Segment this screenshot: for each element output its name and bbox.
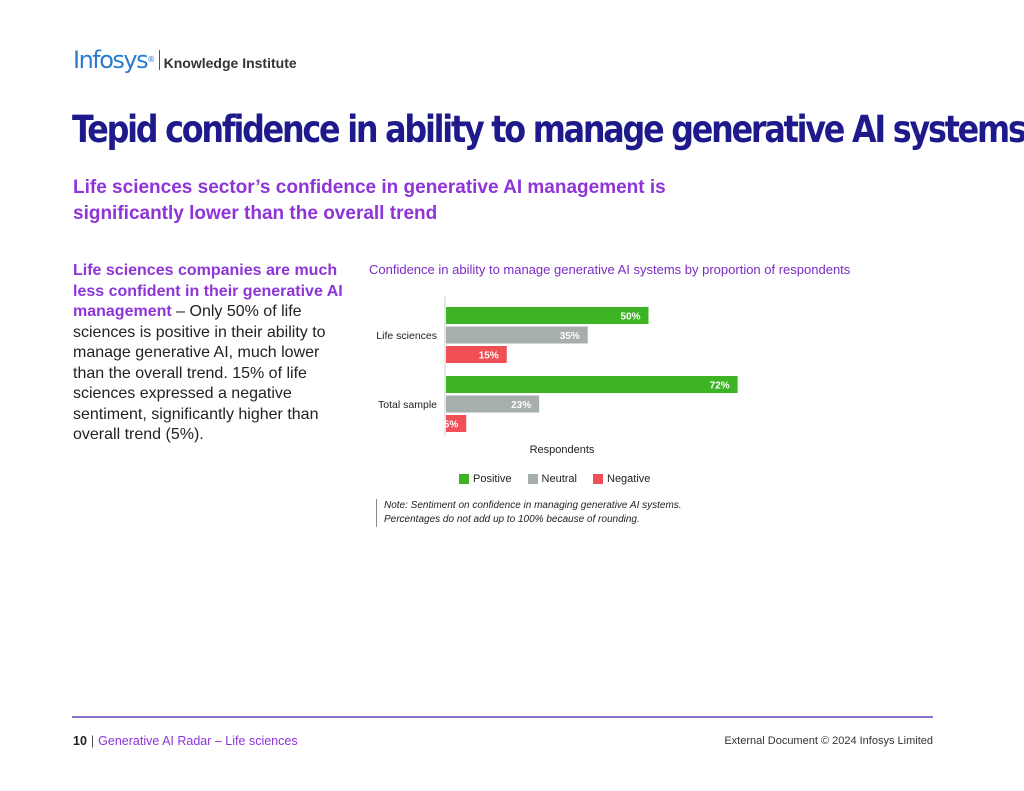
page-number: 10	[73, 734, 87, 748]
legend-swatch-negative	[593, 474, 603, 484]
legend-item-negative: Negative	[593, 473, 650, 485]
bar-negative-total-sample	[446, 415, 467, 432]
bar-neutral-total-sample	[446, 395, 540, 413]
body-paragraph: Life sciences companies are much less co…	[73, 261, 348, 446]
body-text: – Only 50% of life sciences is positive …	[73, 303, 326, 443]
note-line-1: Note: Sentiment on confidence in managin…	[384, 500, 682, 511]
registered-mark: ®	[147, 55, 155, 64]
legend-swatch-neutral	[527, 474, 538, 484]
chart-legend: Positive Neutral Negative	[459, 473, 666, 485]
page-title: Tepid confidence in ability to manage ge…	[72, 108, 1024, 151]
infosys-logo: Infosys® Knowledge Institute	[73, 48, 297, 72]
footer-copyright: External Document © 2024 Infosys Limited	[724, 735, 933, 747]
legend-item-positive: Positive	[459, 473, 512, 485]
bar-chart: Life sciences 50% 35% 15% Total sample 72% 23%…	[376, 296, 738, 456]
bar-neutral-life-sciences	[446, 326, 588, 344]
x-axis-label: Respondents	[530, 444, 595, 456]
note-line-2: Percentages do not add up to 100% becaus…	[384, 514, 640, 525]
data-label: 50%	[620, 312, 640, 323]
bar-positive-life-sciences	[446, 307, 649, 324]
body-lead: Life sciences companies are much less co…	[73, 262, 343, 320]
category-label: Life sciences	[376, 330, 437, 342]
footer-separator: |	[90, 734, 95, 748]
logo-brand: Infosys®	[73, 46, 155, 74]
data-label: 35%	[560, 331, 580, 342]
legend-label-neutral: Neutral	[541, 473, 577, 485]
footer-left: 10 | Generative AI Radar – Life sciences	[73, 734, 298, 748]
legend-item-neutral: Neutral	[527, 473, 577, 485]
data-label: 5%	[444, 420, 459, 431]
bar-positive-total-sample	[446, 376, 738, 393]
page-subtitle: Life sciences sector’s confidence in gen…	[73, 177, 666, 224]
data-label: 15%	[479, 351, 499, 362]
chart-title: Confidence in ability to manage generati…	[369, 262, 851, 277]
logo-divider	[158, 50, 160, 70]
footer-doc-title: Generative AI Radar – Life sciences	[98, 734, 298, 748]
bar-negative-life-sciences	[446, 346, 507, 363]
legend-label-positive: Positive	[473, 473, 512, 485]
footer-divider	[72, 716, 933, 718]
chart-note: Note: Sentiment on confidence in managin…	[376, 499, 682, 527]
data-label: 23%	[511, 400, 531, 411]
legend-label-negative: Negative	[607, 473, 651, 485]
logo-subbrand: Knowledge Institute	[163, 55, 297, 71]
category-label: Total sample	[378, 399, 437, 411]
legend-swatch-positive	[459, 474, 469, 484]
data-label: 72%	[710, 381, 730, 392]
